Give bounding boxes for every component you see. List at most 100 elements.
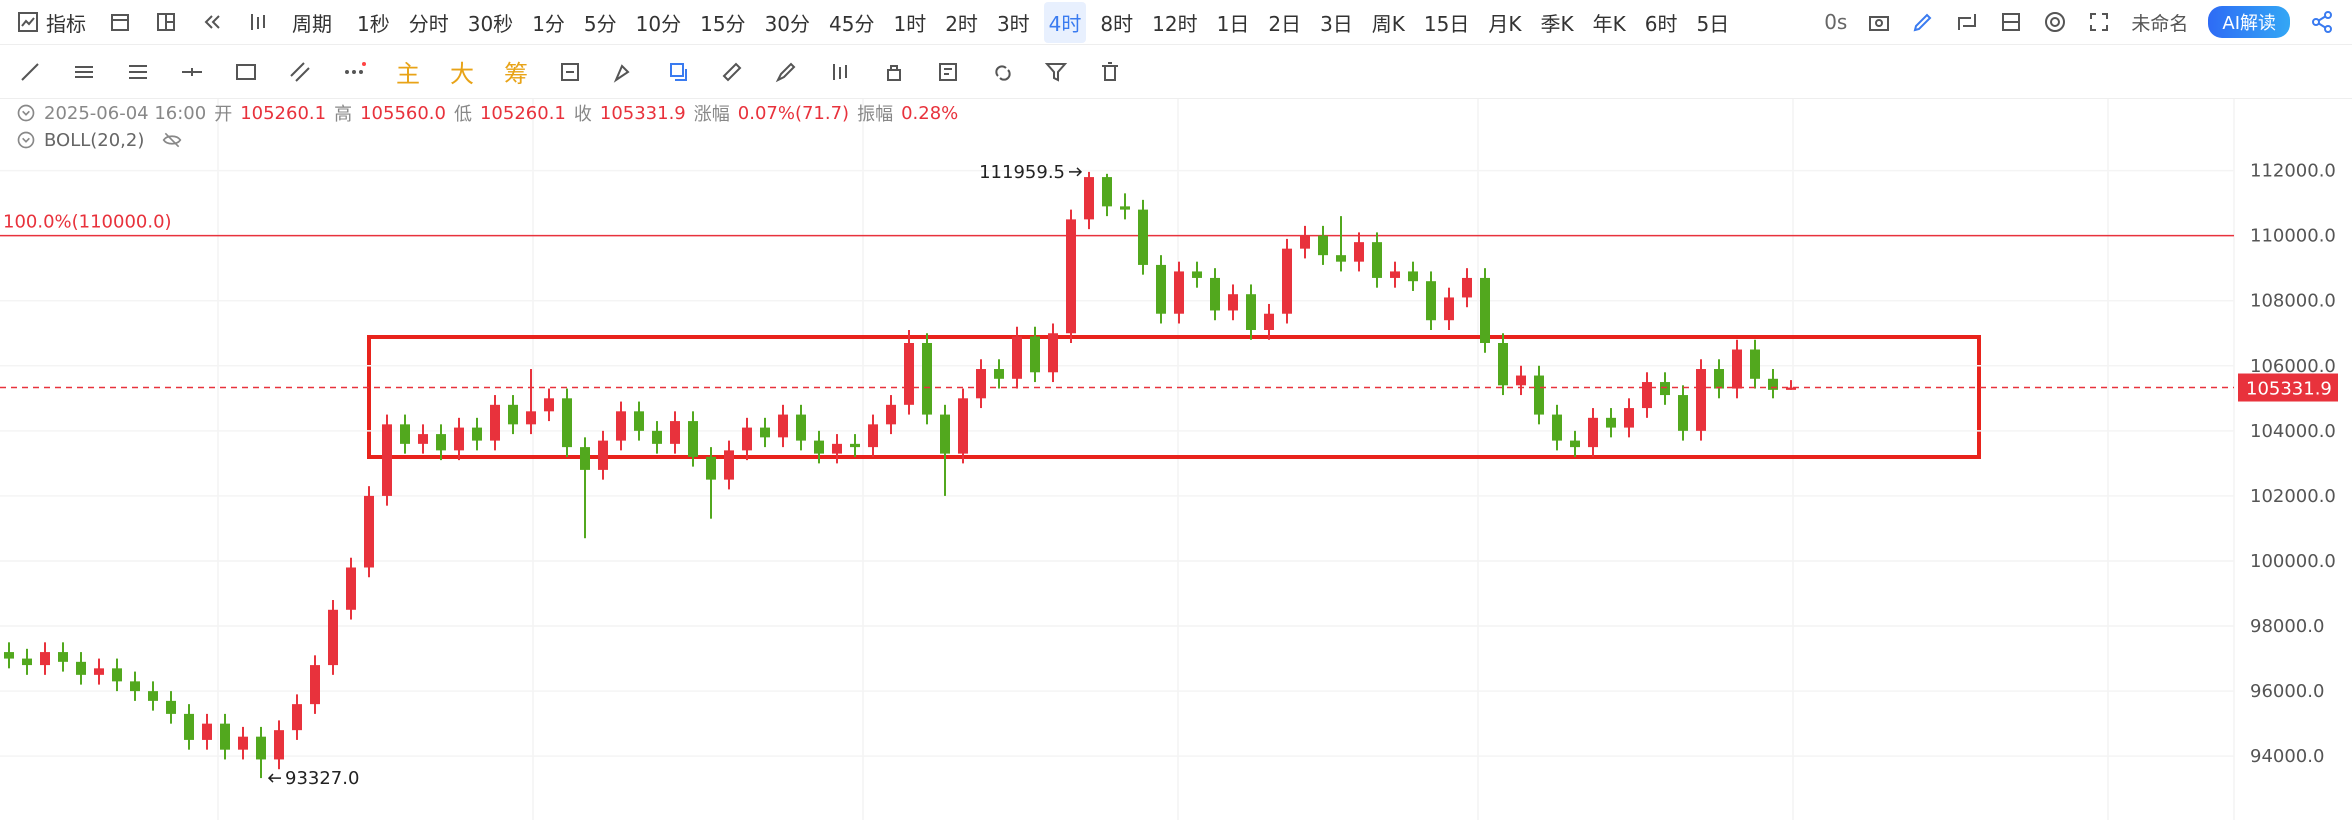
rect-tool[interactable]	[234, 60, 258, 84]
candle-body	[958, 398, 968, 454]
collapse-icon[interactable]	[16, 101, 36, 125]
save-icon[interactable]	[1999, 10, 2023, 34]
interval-button[interactable]: 30秒	[467, 11, 514, 36]
brush-tool[interactable]	[774, 60, 798, 84]
interval-button[interactable]: 8时	[1100, 11, 1134, 36]
candle-body	[940, 414, 950, 454]
fullscreen-icon[interactable]	[2087, 10, 2111, 34]
file-name[interactable]: 未命名	[2131, 12, 2189, 35]
indicator-button[interactable]: 指标	[46, 11, 86, 36]
interval-button[interactable]: 分时	[408, 11, 449, 36]
candle-body	[670, 421, 680, 444]
candle-body	[562, 398, 572, 448]
ai-button[interactable]: AI解读	[2208, 6, 2290, 38]
candle-body	[436, 434, 446, 451]
chart-type-icon[interactable]	[246, 10, 270, 34]
candle-body	[1534, 375, 1544, 415]
candle-body	[490, 404, 500, 441]
layout-icon[interactable]	[154, 10, 178, 34]
parallel-tool[interactable]	[288, 60, 312, 84]
more-tool[interactable]	[342, 60, 366, 84]
interval-button[interactable]: 15分	[700, 11, 746, 36]
candle-body	[1030, 336, 1040, 373]
interval-button[interactable]: 季K	[1540, 11, 1574, 36]
pen-icon[interactable]	[1911, 10, 1935, 34]
line-tool[interactable]	[18, 60, 42, 84]
interval-button[interactable]: 2时	[945, 11, 978, 36]
candle-body	[1642, 382, 1652, 409]
expand-icon[interactable]	[1955, 10, 1979, 34]
label: 振幅	[857, 104, 894, 125]
interval-button[interactable]: 45分	[829, 11, 875, 36]
interval-button[interactable]: 4时	[1043, 1, 1087, 43]
pattern-tool[interactable]	[828, 60, 852, 84]
interval-button[interactable]: 1日	[1216, 11, 1250, 36]
indicator-name[interactable]: BOLL(20,2)	[44, 129, 145, 151]
ruler-tool[interactable]	[720, 60, 744, 84]
fib-tool[interactable]	[126, 60, 150, 84]
delete-tool[interactable]	[1098, 60, 1122, 84]
calendar-icon[interactable]	[108, 10, 132, 34]
drawn-rectangle[interactable]	[367, 335, 1981, 459]
y-tick-label: 94000.0	[2250, 746, 2324, 767]
interval-button[interactable]: 3时	[996, 11, 1030, 36]
candle-body	[1390, 271, 1400, 278]
period-button[interactable]: 周期	[292, 11, 332, 36]
interval-button[interactable]: 5分	[583, 11, 617, 36]
interval-button[interactable]: 15日	[1423, 11, 1470, 36]
candle-body	[1786, 387, 1796, 390]
note-tool[interactable]	[936, 60, 960, 84]
candle-body	[598, 440, 608, 470]
interval-button[interactable]: 30分	[764, 11, 811, 36]
candle-body	[1138, 209, 1148, 265]
interval-button[interactable]: 1时	[893, 11, 927, 36]
chips-toggle[interactable]: 筹	[504, 60, 528, 88]
value: 105331.9	[599, 102, 686, 124]
candle-body	[256, 736, 266, 760]
y-tick-label: 110000.0	[2250, 226, 2336, 247]
label: 开	[214, 104, 233, 125]
sync-tool[interactable]	[558, 60, 582, 84]
interval-button[interactable]: 12时	[1152, 11, 1198, 36]
large-order-toggle[interactable]: 大	[450, 60, 474, 88]
collapse-icon[interactable]	[16, 128, 36, 152]
channel-tool[interactable]	[72, 60, 96, 84]
candle-body	[706, 456, 716, 480]
candle-body	[1246, 294, 1256, 330]
candle-body	[760, 427, 770, 438]
hide-icon[interactable]	[162, 128, 182, 152]
interval-button[interactable]: 10分	[635, 11, 682, 36]
filter-tool[interactable]	[1044, 60, 1068, 84]
lock-tool[interactable]	[882, 60, 906, 84]
main-chart-toggle[interactable]: 主	[396, 60, 420, 88]
interval-button[interactable]: 周K	[1371, 11, 1405, 36]
magnet-tool[interactable]	[666, 60, 690, 84]
candle-body	[1426, 281, 1436, 321]
candle-body	[1048, 333, 1058, 373]
candle-body	[832, 443, 842, 454]
interval-button[interactable]: 6时	[1644, 11, 1678, 36]
replay-icon[interactable]	[200, 10, 224, 34]
camera-icon[interactable]	[1867, 10, 1891, 34]
interval-button[interactable]: 月K	[1488, 11, 1522, 36]
share-icon[interactable]	[2310, 10, 2334, 34]
settings-icon[interactable]	[2043, 10, 2067, 34]
last-price-tag	[2238, 373, 2338, 402]
candle-body	[634, 411, 644, 431]
timer: 0s	[1824, 10, 1848, 34]
hline-tool[interactable]	[180, 60, 204, 84]
erase-tool[interactable]	[612, 60, 636, 84]
interval-button[interactable]: 1秒	[357, 11, 390, 36]
drawing-toolbar: 主 大 筹	[0, 45, 2352, 99]
link-tool[interactable]	[990, 60, 1014, 84]
interval-button[interactable]: 2日	[1268, 11, 1302, 36]
candle-body	[1660, 382, 1670, 396]
label: 收	[573, 104, 592, 125]
candle-body	[922, 343, 932, 415]
y-tick-label: 100000.0	[2250, 551, 2336, 572]
interval-button[interactable]: 年K	[1592, 11, 1626, 36]
candle-body	[472, 427, 482, 441]
interval-button[interactable]: 5日	[1696, 11, 1730, 36]
interval-button[interactable]: 3日	[1320, 11, 1353, 36]
interval-button[interactable]: 1分	[532, 11, 565, 36]
